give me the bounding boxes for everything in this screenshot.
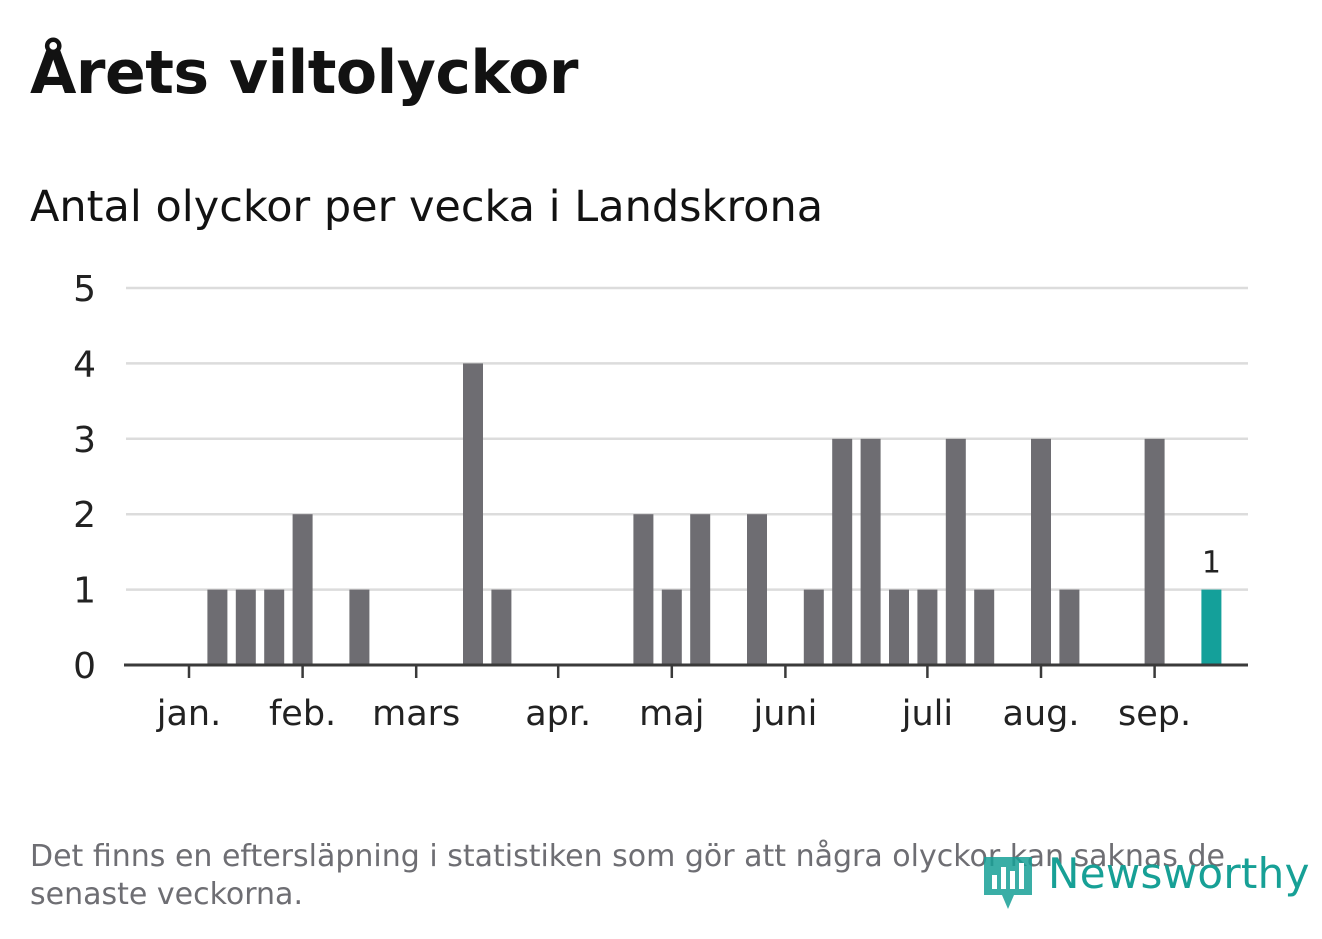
y-tick-label: 5 (73, 269, 96, 310)
newsworthy-logo-text: Newsworthy (1048, 849, 1310, 898)
bar (463, 363, 483, 665)
chart-subtitle: Antal olyckor per vecka i Landskrona (30, 182, 824, 232)
bar (860, 438, 881, 665)
bar (207, 589, 228, 665)
bar (264, 589, 285, 665)
chart-title: Årets viltolyckor (30, 38, 579, 108)
x-tick-label: jan. (156, 694, 221, 734)
bar (491, 589, 512, 665)
y-tick-label: 4 (73, 344, 96, 385)
bars (207, 363, 1222, 665)
bar (974, 589, 995, 665)
bar (1144, 438, 1165, 665)
x-tick-label: maj (639, 694, 704, 734)
bar-highlight (1201, 589, 1222, 665)
bar (945, 438, 966, 665)
bar (690, 514, 711, 665)
bar (803, 589, 824, 665)
bar (1031, 438, 1051, 665)
bar (661, 589, 682, 665)
bar (832, 438, 853, 665)
bar (747, 514, 767, 665)
bar (1059, 589, 1080, 665)
x-axis-ticks: jan. feb. mars apr. maj juni juli aug. sep. (156, 665, 1191, 734)
bar (235, 589, 256, 665)
data-labels: 1 (1202, 546, 1221, 581)
newsworthy-logo-icon (984, 857, 1032, 909)
x-tick-label: sep. (1118, 694, 1191, 734)
y-tick-label: 2 (73, 495, 96, 536)
y-tick-label: 3 (73, 420, 96, 461)
highlight-value-label: 1 (1202, 546, 1221, 581)
y-tick-label: 0 (73, 646, 96, 687)
y-tick-label: 1 (73, 571, 96, 612)
bar (292, 514, 313, 665)
bar (633, 514, 654, 665)
gridlines (126, 286, 1248, 591)
bar (889, 589, 909, 665)
x-tick-label: mars (372, 694, 460, 734)
bar (917, 589, 938, 665)
newsworthy-logo: Newsworthy (980, 845, 1309, 915)
x-tick-label: juni (752, 694, 817, 734)
x-tick-label: juli (901, 694, 953, 734)
x-tick-label: aug. (1003, 694, 1080, 734)
y-axis-ticks: 0 1 2 3 4 5 (73, 269, 96, 687)
bar (349, 589, 370, 665)
bar-chart: 0 1 2 3 4 5 jan. feb. mars apr. maj juni juli aug. se… (73, 269, 1248, 734)
x-tick-label: apr. (525, 694, 591, 734)
x-tick-label: feb. (269, 694, 336, 734)
